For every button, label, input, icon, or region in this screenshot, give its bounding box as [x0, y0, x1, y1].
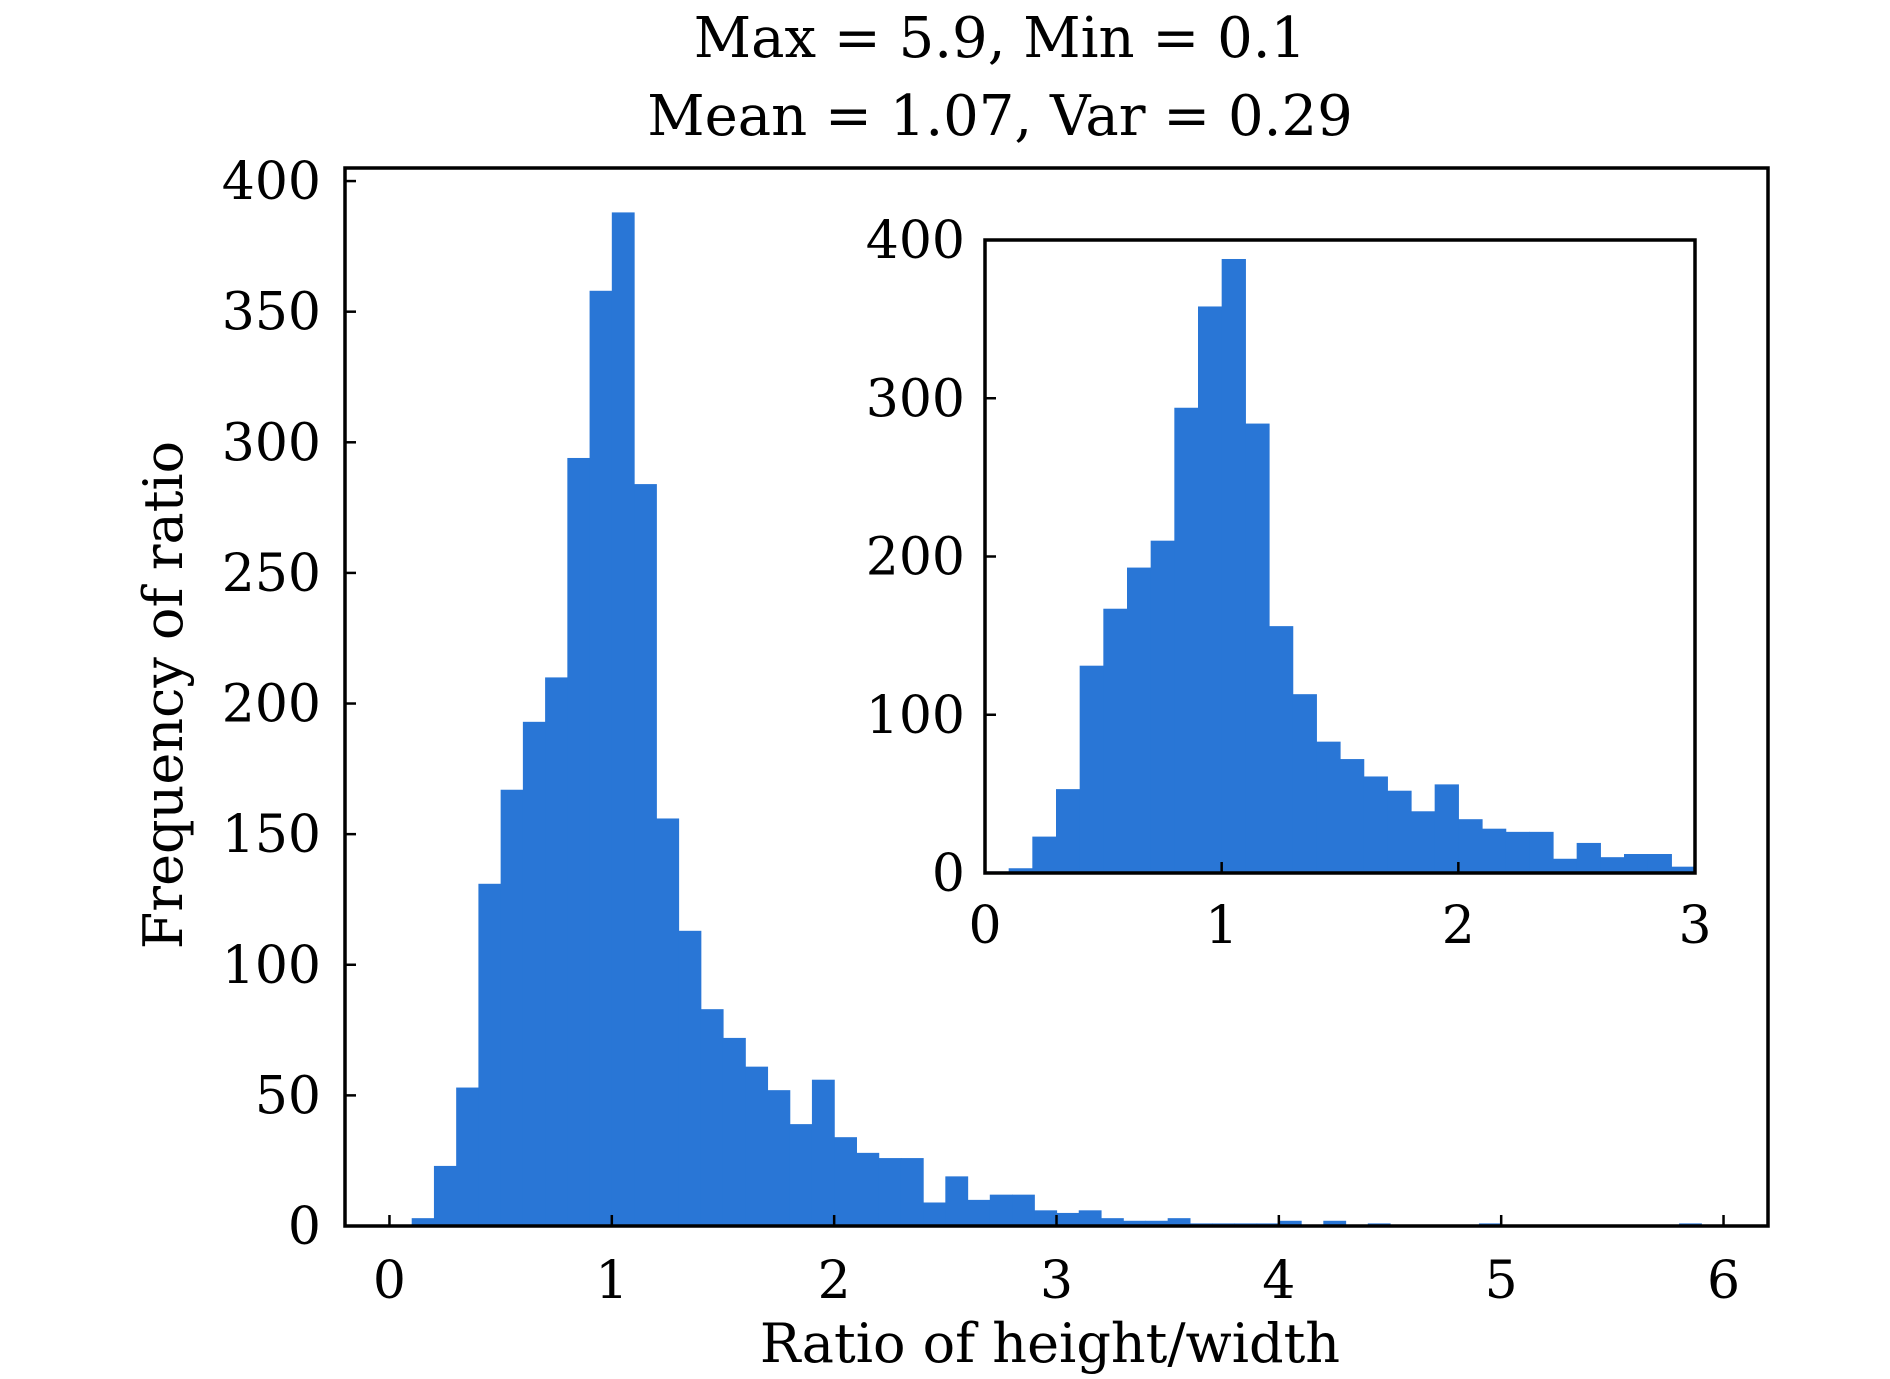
main-y-tick-label: 150 — [222, 805, 321, 865]
y-axis-label: Frequency of ratio — [132, 441, 195, 949]
inset-bar — [1245, 423, 1270, 873]
inset-bar — [1671, 866, 1696, 873]
main-bar — [700, 1009, 724, 1226]
inset-bar — [1340, 759, 1365, 873]
inset-x-tick-label: 0 — [968, 896, 1001, 956]
x-axis-label: Ratio of height/width — [760, 1312, 1340, 1375]
main-bar — [567, 457, 591, 1227]
main-y-tick-label: 400 — [222, 152, 321, 212]
inset-bar — [1576, 842, 1601, 873]
main-x-tick-label: 0 — [373, 1251, 406, 1311]
main-x-tick-label: 4 — [1262, 1251, 1295, 1311]
main-bar — [856, 1152, 880, 1226]
inset-bar — [1174, 407, 1199, 873]
inset-bar — [1434, 784, 1459, 873]
inset-bar — [1008, 868, 1033, 873]
inset-x-tick-label: 3 — [1678, 896, 1711, 956]
main-bar — [1056, 1212, 1080, 1226]
inset-x-tick-label: 1 — [1205, 896, 1238, 956]
main-bar — [811, 1079, 835, 1226]
main-bar — [945, 1176, 969, 1226]
inset-bar — [1079, 665, 1104, 873]
main-y-tick-label: 250 — [222, 544, 321, 604]
main-bar — [1034, 1210, 1058, 1226]
inset-y-tick-label: 400 — [866, 211, 965, 271]
chart-title: Max = 5.9, Min = 0.1 — [694, 6, 1306, 71]
inset-bar — [1269, 626, 1294, 873]
inset-bar — [1198, 306, 1223, 874]
main-x-tick-label: 5 — [1485, 1251, 1518, 1311]
main-y-tick-label: 100 — [222, 936, 321, 996]
main-bar — [656, 818, 680, 1226]
main-bar — [767, 1090, 791, 1226]
main-bar — [1123, 1220, 1147, 1226]
main-bar — [1145, 1220, 1169, 1226]
inset-bar — [1647, 854, 1672, 873]
inset-bar — [1411, 811, 1436, 873]
main-bar — [589, 290, 613, 1226]
main-bar — [411, 1218, 435, 1226]
inset-y-tick-label: 100 — [866, 686, 965, 746]
inset-bar — [1316, 741, 1341, 873]
main-bar — [1078, 1210, 1102, 1226]
inset-x-tick-label: 2 — [1442, 896, 1475, 956]
main-bar — [722, 1037, 746, 1226]
main-bar — [878, 1158, 902, 1226]
chart-subtitle: Mean = 1.07, Var = 0.29 — [647, 84, 1352, 149]
main-bar — [745, 1066, 769, 1226]
main-bar — [1278, 1220, 1302, 1226]
main-y-tick-label: 0 — [288, 1197, 321, 1257]
main-bar — [1100, 1218, 1124, 1226]
inset-bar — [1221, 258, 1246, 873]
main-bar — [834, 1137, 857, 1226]
inset-bar — [1529, 831, 1554, 873]
main-bar — [456, 1087, 480, 1226]
inset-y-tick-label: 300 — [866, 369, 965, 429]
main-bar — [611, 212, 635, 1226]
inset-bar — [1056, 789, 1081, 873]
main-bar — [522, 721, 546, 1226]
main-bar — [678, 930, 702, 1226]
main-bar — [500, 789, 524, 1226]
inset-bar — [1387, 790, 1412, 873]
inset-y-tick-label: 200 — [866, 528, 965, 588]
main-y-tick-label: 300 — [222, 413, 321, 473]
main-bar — [1167, 1218, 1191, 1226]
main-y-tick-label: 50 — [255, 1066, 321, 1126]
main-bar — [789, 1124, 813, 1226]
main-bar — [545, 677, 568, 1226]
main-y-tick-label: 200 — [222, 675, 321, 735]
main-bar — [1012, 1194, 1035, 1226]
main-bar — [1323, 1220, 1347, 1226]
inset-bar — [1482, 828, 1507, 873]
inset-plot-area: 0 1 2 3 0 100 200 300 400 — [866, 211, 1712, 956]
main-x-tick-label: 6 — [1707, 1251, 1740, 1311]
main-bar — [433, 1165, 457, 1226]
main-x-tick-label: 1 — [595, 1251, 628, 1311]
inset-bar — [1553, 858, 1578, 873]
main-bar — [900, 1158, 924, 1226]
inset-bar — [1505, 831, 1530, 873]
main-bar — [478, 883, 502, 1226]
inset-bar — [1600, 857, 1625, 873]
main-bar — [634, 484, 657, 1226]
main-bar — [967, 1199, 991, 1226]
inset-bar — [1363, 776, 1388, 873]
inset-bar — [1032, 836, 1057, 873]
inset-bar — [1292, 694, 1317, 873]
inset-bar — [1103, 608, 1128, 873]
main-bar — [923, 1202, 946, 1226]
inset-bar — [1150, 540, 1175, 873]
inset-bar — [1127, 567, 1152, 873]
inset-bar — [1624, 854, 1649, 873]
inset-y-tick-label: 0 — [932, 844, 965, 904]
inset-bar — [1458, 819, 1483, 873]
main-x-tick-label: 2 — [818, 1251, 851, 1311]
main-y-tick-label: 350 — [222, 283, 321, 343]
main-bar — [989, 1194, 1013, 1226]
main-x-tick-label: 3 — [1040, 1251, 1073, 1311]
